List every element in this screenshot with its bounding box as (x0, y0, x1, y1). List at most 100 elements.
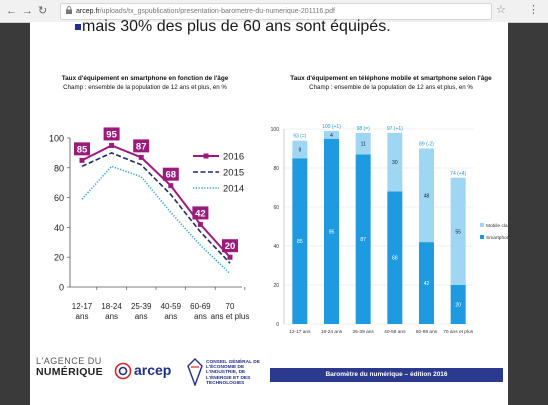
data-point (227, 254, 233, 260)
data-label-box (74, 142, 90, 156)
data-label: 85 (77, 144, 88, 155)
bar-total-label: 100 (+1) (322, 124, 341, 130)
bar-value-smartphone: 87 (360, 237, 366, 243)
bar-value-mobile: 48 (424, 193, 430, 199)
bar-mobile-classique (419, 148, 434, 243)
bar-value-smartphone: 85 (297, 239, 303, 245)
x-tick-label: 12-17 (72, 302, 93, 311)
left-chart-subtitle: Champ : ensemble de la population de 12 … (63, 84, 227, 91)
reload-icon[interactable]: ↻ (38, 5, 48, 17)
legend-label: 2015 (223, 168, 244, 179)
legend-swatch (480, 235, 484, 239)
left-chart-title: Taux d'équipement en smartphone en fonct… (61, 75, 229, 82)
x-tick-label: 40-59 (161, 302, 182, 311)
smartphone-line-chart: 02040608010012-17ans18-24ans25-39ans40-5… (49, 127, 250, 321)
address-bar[interactable]: arcep.fr/uploads/tx_gspublication/presen… (60, 3, 492, 20)
bar-value-smartphone: 95 (329, 229, 335, 235)
forward-icon[interactable]: → (22, 5, 33, 17)
y-tick-label: 0 (59, 283, 64, 293)
legend-label: 2016 (223, 152, 244, 163)
data-label: 87 (136, 141, 147, 152)
y-tick-label: 40 (54, 223, 64, 233)
legend-swatch (480, 223, 484, 227)
y-tick-label: 60 (54, 193, 64, 203)
bar-mobile-classique (450, 177, 466, 285)
x-tick-label: ans (135, 312, 148, 321)
bar-smartphone (292, 158, 308, 324)
footer-band: Baromètre du numérique – édition 2016 (270, 368, 503, 382)
y-tick-label: 60 (273, 205, 279, 211)
x-tick-label: 12-17 ans (289, 329, 311, 335)
agence-logo-line2: NUMÉRIQUE (36, 366, 103, 378)
data-label-box (222, 239, 238, 253)
x-tick-label: 70 (226, 302, 235, 311)
cge-emblem-icon (187, 358, 203, 386)
bar-value-mobile: 9 (298, 147, 301, 153)
cge-logo-text: CONSEIL GÉNÉRAL DE L'ÉCONOMIE DE L'INDUS… (206, 360, 260, 386)
x-tick-label: ans (194, 312, 207, 321)
bar-mobile-classique (292, 140, 308, 159)
arcep-logo-text: arcep (134, 362, 172, 378)
data-label: 20 (225, 241, 236, 252)
y-tick-label: 80 (273, 166, 279, 172)
y-tick-label: 20 (273, 283, 279, 289)
data-point (79, 157, 85, 163)
data-point (138, 154, 144, 160)
bar-smartphone (387, 191, 403, 324)
y-tick-label: 100 (49, 134, 64, 144)
arcep-logo: arcep (114, 360, 184, 386)
bar-value-mobile: 30 (392, 160, 398, 166)
x-tick-label: ans (164, 312, 177, 321)
bullet-marker (75, 24, 81, 30)
x-tick-label: 60-69 ans (416, 329, 438, 335)
y-tick-label: 0 (276, 322, 279, 328)
data-label: 42 (195, 208, 206, 219)
data-label: 95 (106, 129, 117, 140)
bar-total-label: 89 (-2) (419, 142, 434, 148)
bar-value-smartphone: 20 (455, 303, 461, 309)
bar-value-mobile: 4 (330, 133, 333, 139)
data-point (168, 183, 174, 189)
bookmark-star-icon[interactable]: ☆ (496, 4, 506, 16)
agence-logo-line1: L'AGENCE DU (36, 356, 102, 366)
cge-logo: CONSEIL GÉNÉRAL DE L'ÉCONOMIE DE L'INDUS… (186, 356, 266, 392)
x-tick-label: ans et plus (211, 312, 250, 321)
slide-bullet-text: mais 30% des plus de 60 ans sont équipés… (82, 18, 391, 35)
data-point (197, 221, 203, 227)
data-point (109, 142, 115, 148)
x-tick-label: 70 ans et plus (443, 329, 473, 335)
x-tick-label: ans (76, 312, 89, 321)
bar-smartphone (419, 242, 434, 324)
series-line-2016 (81, 144, 231, 258)
series-line-2014 (81, 165, 231, 275)
y-tick-label: 40 (273, 244, 279, 250)
bar-value-smartphone: 68 (392, 256, 398, 262)
bar-total-label: 74 (+4) (450, 171, 466, 177)
bar-mobile-classique (355, 132, 371, 155)
data-label-box (133, 139, 150, 153)
bar-value-mobile: 11 (361, 142, 366, 148)
right-chart-title: Taux d'équipement en téléphone mobile et… (290, 75, 492, 82)
x-tick-label: 18-24 ans (321, 329, 343, 335)
bar-value-mobile: 55 (455, 229, 461, 235)
legend-label: Mobile classique (486, 223, 508, 229)
bar-total-label: 97 (+1) (387, 126, 403, 132)
arcep-emblem-icon (114, 362, 132, 380)
url-host: arcep.fr (76, 8, 100, 15)
bar-smartphone (450, 285, 466, 324)
y-tick-label: 20 (54, 253, 64, 263)
kebab-menu-icon[interactable]: ⋮ (528, 4, 539, 16)
data-label: 68 (166, 170, 177, 181)
slide: mais 30% des plus de 60 ans sont équipés… (30, 18, 508, 405)
bar-smartphone (324, 138, 339, 324)
bar-total-label: 93 (=) (293, 134, 307, 140)
data-label-box (103, 127, 120, 141)
legend-marker (203, 153, 209, 159)
legend-label: Smartphone (486, 235, 508, 241)
y-tick-label: 80 (54, 163, 64, 173)
x-tick-label: 25-39 ans (352, 329, 374, 335)
y-tick-label: 100 (271, 127, 280, 133)
data-label-box (162, 167, 179, 181)
bar-smartphone (355, 154, 371, 324)
back-icon[interactable]: ← (6, 5, 17, 17)
